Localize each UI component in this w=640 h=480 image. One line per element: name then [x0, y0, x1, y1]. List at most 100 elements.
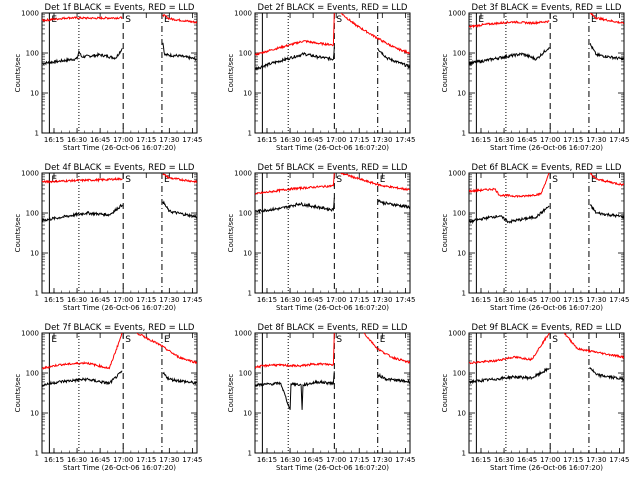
x-tick-label: 17:00: [540, 136, 560, 144]
marker-label: E: [380, 335, 386, 345]
panel-det-5: Det 5f BLACK = Events, RED = LLD 1 10 100 10…: [227, 163, 415, 312]
y-tick-label: 1000: [448, 170, 466, 178]
y-tick-label: 10: [457, 250, 466, 258]
x-axis-label: Start Time (26-Oct-06 16:07:20): [276, 144, 389, 152]
y-axis-label: Counts/sec: [227, 374, 235, 413]
x-tick-label: 17:45: [395, 136, 415, 144]
y-tick-label: 1: [35, 290, 39, 298]
x-axis-label: Start Time (26-Oct-06 16:07:20): [490, 144, 603, 152]
axes-frame: [41, 12, 198, 134]
y-axis-label: Counts/sec: [14, 374, 22, 413]
panel-title: Det 3f BLACK = Events, RED = LLD: [472, 3, 622, 13]
x-tick-label: 17:30: [586, 136, 606, 144]
marker-label: E: [164, 15, 170, 25]
series-events-pre: [255, 371, 335, 410]
x-tick-label: 16:30: [494, 296, 514, 304]
y-tick-label: 100: [26, 50, 39, 58]
x-tick-label: 17:45: [395, 296, 415, 304]
y-tick-label: 1000: [21, 170, 39, 178]
y-tick-label: 1000: [234, 330, 252, 338]
x-axis-label: Start Time (26-Oct-06 16:07:20): [276, 464, 389, 472]
panel-det-4: Det 4f BLACK = Events, RED = LLD 1 10 100 10…: [14, 163, 202, 312]
x-tick-label: 17:45: [609, 296, 629, 304]
series-events-post: [377, 199, 410, 210]
x-tick-label: 17:45: [609, 136, 629, 144]
marker-label: E: [164, 175, 170, 185]
x-tick-label: 16:45: [517, 456, 537, 464]
y-tick-label: 10: [243, 90, 252, 98]
series-events-post: [589, 367, 624, 383]
series-lld-pre: [255, 173, 335, 195]
x-tick-label: 17:30: [159, 136, 179, 144]
x-tick-label: 16:45: [303, 136, 323, 144]
x-tick-label: 17:30: [159, 456, 179, 464]
panel-det-8: Det 8f BLACK = Events, RED = LLD 1 10 100 10…: [227, 323, 415, 472]
series-events-post: [589, 204, 624, 219]
x-tick-label: 16:15: [44, 456, 64, 464]
y-tick-label: 1000: [448, 10, 466, 18]
series-lld-post: [363, 333, 410, 364]
series-events-post: [162, 200, 197, 219]
series-events-pre: [255, 197, 335, 214]
y-axis-label: Counts/sec: [441, 374, 449, 413]
series-events-post: [589, 43, 624, 61]
series-events-post: [377, 372, 410, 385]
y-tick-label: 10: [30, 410, 39, 418]
axes-frame: [41, 172, 198, 294]
x-tick-label: 16:15: [471, 136, 491, 144]
x-tick-label: 17:00: [326, 296, 346, 304]
x-tick-label: 16:30: [67, 456, 87, 464]
x-tick-label: 17:30: [586, 296, 606, 304]
x-tick-label: 17:30: [372, 136, 392, 144]
x-tick-label: 16:30: [67, 136, 87, 144]
x-tick-label: 17:00: [326, 136, 346, 144]
series-lld-post: [340, 173, 410, 191]
traces: [42, 333, 197, 388]
y-tick-label: 100: [239, 370, 252, 378]
series-lld-pre: [42, 333, 123, 370]
y-tick-label: 100: [26, 210, 39, 218]
x-tick-label: 17:00: [113, 296, 133, 304]
y-tick-label: 100: [453, 210, 466, 218]
marker-label: E: [591, 15, 597, 25]
y-tick-label: 1: [462, 130, 466, 138]
axes-frame: [468, 12, 625, 134]
x-tick-label: 17:45: [182, 136, 202, 144]
x-axis-label: Start Time (26-Oct-06 16:07:20): [276, 304, 389, 312]
panel-title: Det 7f BLACK = Events, RED = LLD: [45, 323, 195, 333]
series-lld-pre: [469, 19, 550, 29]
panel-det-3: Det 3f BLACK = Events, RED = LLD 1 10 100 10…: [441, 3, 629, 152]
series-lld-pre: [255, 333, 335, 369]
marker-label: E: [51, 175, 57, 185]
series-events-pre: [469, 205, 550, 225]
panel-title: Det 5f BLACK = Events, RED = LLD: [258, 163, 408, 173]
panel-det-1: Det 1f BLACK = Events, RED = LLD 1 10 100 10…: [14, 3, 202, 152]
y-tick-label: 1000: [448, 330, 466, 338]
y-tick-label: 1000: [234, 170, 252, 178]
traces: [255, 13, 410, 71]
x-tick-label: 17:00: [113, 456, 133, 464]
x-tick-label: 17:15: [563, 296, 583, 304]
x-tick-label: 16:15: [257, 136, 277, 144]
series-lld-pre: [255, 13, 335, 56]
x-tick-label: 16:30: [280, 296, 300, 304]
series-lld-pre: [42, 176, 123, 184]
x-tick-label: 17:15: [136, 296, 156, 304]
y-tick-label: 1: [248, 130, 252, 138]
series-events-pre: [42, 203, 123, 223]
panel-det-7: Det 7f BLACK = Events, RED = LLD 1 10 100 10…: [14, 323, 202, 472]
x-tick-label: 16:15: [471, 456, 491, 464]
marker-label: E: [164, 335, 170, 345]
x-tick-label: 17:00: [113, 136, 133, 144]
y-tick-label: 1: [35, 450, 39, 458]
panel-title: Det 4f BLACK = Events, RED = LLD: [45, 163, 195, 173]
y-tick-label: 10: [30, 250, 39, 258]
marker-label: S: [336, 335, 342, 345]
marker-label: E: [380, 175, 386, 185]
y-tick-label: 10: [457, 90, 466, 98]
marker-label: S: [552, 335, 558, 345]
y-tick-label: 10: [243, 410, 252, 418]
marker-label: S: [552, 175, 558, 185]
y-tick-label: 100: [453, 50, 466, 58]
x-tick-label: 16:15: [257, 456, 277, 464]
